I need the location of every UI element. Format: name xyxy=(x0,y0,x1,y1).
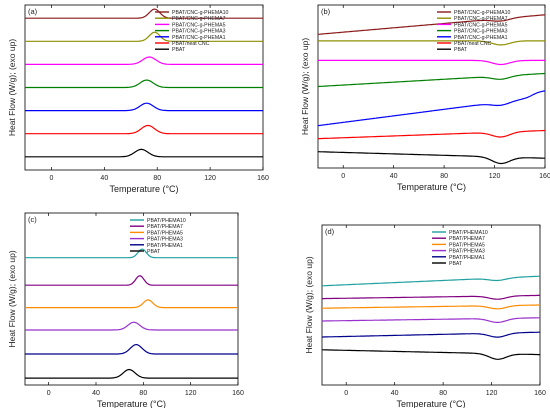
series-line xyxy=(318,14,546,35)
series-line xyxy=(25,102,263,112)
x-axis-label: Temperature (°C) xyxy=(97,399,166,408)
panel-2: 0 40 80 120 160 Temperature (°C) Heat Flow (W/… xyxy=(300,4,550,192)
y-axis-label: Heat Flow (W/g); (exo up) xyxy=(7,250,17,347)
series-line xyxy=(25,248,238,259)
panel-3: 0 40 80 120 160 Temperature (°C) Heat Flow (W/… xyxy=(7,212,244,408)
series-line xyxy=(322,331,540,338)
legend-label: PBAT/CNC-g-PHEMA1 xyxy=(454,35,508,41)
x-axis-label: Temperature (°C) xyxy=(397,182,466,192)
legend-label: PBAT/PHEMA1 xyxy=(147,243,183,249)
y-axis-label: Heat Flow (W/g); (exo up) xyxy=(304,256,314,353)
x-tick-label: 160 xyxy=(257,175,269,182)
panel-label: (b) xyxy=(321,7,331,16)
panel-4: 0 40 80 120 160 Temperature (°C) Heat Flow (W/… xyxy=(304,224,546,408)
series-line xyxy=(317,90,546,127)
legend-label: PBAT/PHEMA5 xyxy=(449,242,485,248)
x-tick-label: 120 xyxy=(185,390,197,397)
series-line xyxy=(25,8,263,19)
legend-label: PBAT/CNC-g-PHEMA7 xyxy=(172,16,226,22)
x-tick-label: 160 xyxy=(539,173,550,180)
x-axis-label: Temperature (°C) xyxy=(396,399,465,408)
series-line xyxy=(318,151,545,165)
series-line xyxy=(322,294,540,300)
x-tick-label: 120 xyxy=(204,175,216,182)
series-line xyxy=(318,40,545,46)
x-tick-label: 120 xyxy=(486,390,498,397)
legend-label: PBAT/CNC-g-PHEMA7 xyxy=(454,16,508,22)
series-line xyxy=(322,304,540,310)
legend-label: PBAT xyxy=(147,249,161,255)
x-tick-label: 160 xyxy=(534,390,546,397)
legend-label: PBAT xyxy=(454,47,468,53)
series-line xyxy=(25,148,263,158)
legend-label: PBAT/PHEMA5 xyxy=(147,230,183,236)
legend-label: PBAT/PHEMA10 xyxy=(147,218,186,224)
series-line xyxy=(317,72,545,88)
legend-label: PBAT/PHEMA10 xyxy=(449,230,488,236)
series-line xyxy=(25,56,263,65)
x-tick-label: 80 xyxy=(139,390,147,397)
series-line xyxy=(25,343,238,355)
series-line xyxy=(317,129,545,140)
y-axis-label: Heat Flow (W/g); (exo up) xyxy=(7,39,17,136)
legend-label: PBAT/neat CNC xyxy=(172,41,210,47)
legend-label: PBAT/PHEMA1 xyxy=(449,255,485,261)
x-tick-label: 120 xyxy=(489,173,501,180)
panel-label: (a) xyxy=(28,7,38,16)
x-axis-label: Temperature (°C) xyxy=(109,184,178,194)
x-tick-label: 40 xyxy=(100,175,108,182)
legend-label: PBAT/CNC-g-PHEMA3 xyxy=(454,29,508,35)
series-line xyxy=(322,349,540,360)
x-tick-label: 80 xyxy=(439,390,447,397)
x-tick-label: 40 xyxy=(92,390,100,397)
legend-label: PBAT/PHEMA3 xyxy=(147,237,183,243)
series-line xyxy=(25,124,263,135)
series-line xyxy=(25,31,263,42)
legend-label: PBAT/PHEMA3 xyxy=(449,249,485,255)
legend-label: PBAT/CNC-g-PHEMA5 xyxy=(172,22,226,28)
plot-frame xyxy=(317,4,546,169)
legend-label: PBAT/CNC-g-PHEMA10 xyxy=(172,10,229,16)
panel-label: (d) xyxy=(325,227,335,236)
series-line xyxy=(25,79,263,89)
x-tick-label: 0 xyxy=(341,173,345,180)
series-line xyxy=(25,368,238,379)
legend-label: PBAT/CNC-g-PHEMA1 xyxy=(172,35,226,41)
legend-label: PBAT/CNC-g-PHEMA3 xyxy=(172,29,226,35)
series-line xyxy=(322,317,540,323)
plot-frame xyxy=(24,212,239,386)
legend-label: PBAT/PHEMA7 xyxy=(147,224,183,230)
series-line xyxy=(318,59,545,66)
x-tick-label: 0 xyxy=(49,175,53,182)
series-line xyxy=(322,275,540,287)
x-tick-label: 0 xyxy=(47,390,51,397)
plot-frame xyxy=(321,224,541,386)
series-line xyxy=(25,275,238,286)
y-axis-label: Heat Flow (W/g); (exo up) xyxy=(300,38,310,135)
x-tick-label: 0 xyxy=(344,390,348,397)
legend-label: PBAT/CNC-g-PHEMA5 xyxy=(454,22,508,28)
legend-label: PBAT/PHEMA7 xyxy=(449,236,485,242)
series-line xyxy=(25,321,238,331)
panel-label: (c) xyxy=(28,215,37,224)
x-tick-label: 40 xyxy=(390,173,398,180)
legend-label: PBAT xyxy=(449,261,463,267)
x-tick-label: 40 xyxy=(391,390,399,397)
x-tick-label: 80 xyxy=(153,175,161,182)
legend-label: PBAT/neat CNC xyxy=(454,41,492,47)
panel-1: 0 40 80 120 160 Temperature (°C) Heat Flow (W/… xyxy=(7,4,269,194)
legend-label: PBAT xyxy=(172,47,186,53)
x-tick-label: 80 xyxy=(440,173,448,180)
series-line xyxy=(25,299,238,309)
legend-label: PBAT/CNC-g-PHEMA10 xyxy=(454,10,511,16)
x-tick-label: 160 xyxy=(232,390,244,397)
